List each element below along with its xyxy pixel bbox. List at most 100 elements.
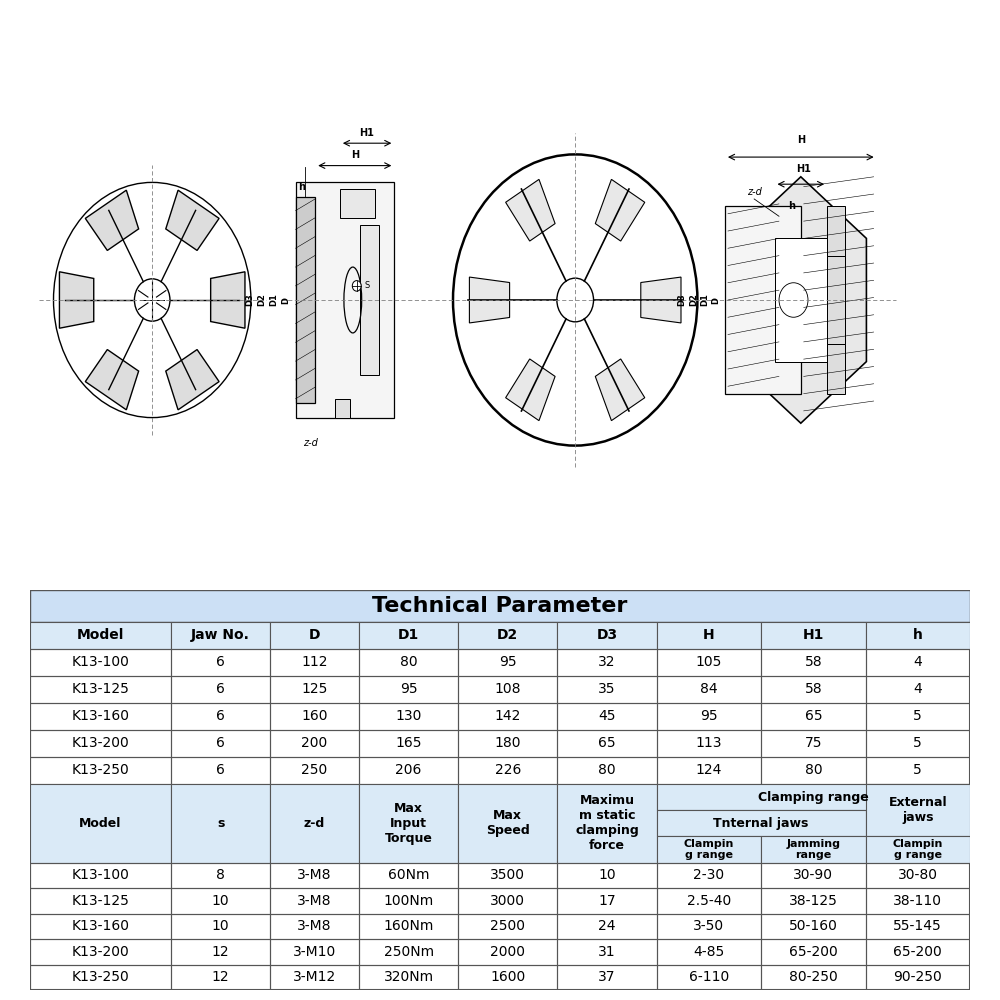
Bar (171, 863, 270, 888)
Text: 2.5-40: 2.5-40 (687, 894, 731, 908)
Bar (171, 888, 270, 914)
Text: z-d: z-d (303, 438, 318, 448)
Bar (359, 784, 458, 863)
Bar (557, 730, 657, 757)
Bar (458, 649, 557, 676)
Bar (827, 256, 845, 344)
Text: Technical Parameter: Technical Parameter (372, 596, 628, 616)
Text: K13-250: K13-250 (72, 763, 129, 777)
Text: K13-160: K13-160 (72, 919, 130, 933)
Text: 95: 95 (499, 655, 517, 669)
Text: Clampin
g range: Clampin g range (684, 839, 734, 860)
Bar (761, 730, 866, 757)
Bar (866, 622, 970, 649)
Text: 31: 31 (598, 945, 616, 959)
Text: K13-200: K13-200 (72, 945, 129, 959)
Bar (557, 863, 657, 888)
Text: 5: 5 (913, 736, 922, 750)
Text: 112: 112 (301, 655, 328, 669)
Bar (557, 784, 657, 863)
Polygon shape (166, 350, 219, 410)
Text: Jamming
range: Jamming range (786, 839, 840, 860)
Bar (761, 965, 866, 990)
Bar (30, 784, 171, 863)
Bar (557, 914, 657, 939)
Text: 12: 12 (212, 970, 229, 984)
Bar (866, 703, 970, 730)
Bar (270, 888, 359, 914)
Bar (270, 676, 359, 703)
Text: 90-250: 90-250 (893, 970, 942, 984)
Bar (458, 939, 557, 965)
Bar (657, 939, 761, 965)
Text: 160Nm: 160Nm (383, 919, 434, 933)
Bar (657, 676, 761, 703)
Text: 1600: 1600 (490, 970, 525, 984)
Text: H: H (797, 135, 805, 145)
Bar (827, 206, 845, 394)
Text: 160: 160 (301, 709, 328, 723)
Text: 32: 32 (598, 655, 616, 669)
Bar (866, 939, 970, 965)
Text: 3-M8: 3-M8 (297, 894, 332, 908)
Text: h: h (298, 182, 305, 192)
Text: 3-M12: 3-M12 (293, 970, 336, 984)
Bar (359, 914, 458, 939)
Bar (30, 757, 171, 784)
Text: 37: 37 (598, 970, 616, 984)
Text: 5: 5 (913, 709, 922, 723)
Text: 65: 65 (805, 709, 822, 723)
Bar (270, 703, 359, 730)
Text: 206: 206 (395, 763, 422, 777)
Text: D: D (309, 628, 320, 642)
Text: Model: Model (77, 628, 124, 642)
Text: 165: 165 (395, 736, 422, 750)
Bar (761, 757, 866, 784)
Bar (360, 225, 379, 375)
Bar (657, 914, 761, 939)
Bar (657, 810, 866, 836)
Text: 5: 5 (913, 763, 922, 777)
Bar (359, 676, 458, 703)
Text: 80: 80 (598, 763, 616, 777)
Bar (30, 863, 171, 888)
Text: 17: 17 (598, 894, 616, 908)
Bar (866, 757, 970, 784)
Text: h: h (789, 201, 796, 211)
Text: 6: 6 (216, 655, 225, 669)
Bar (761, 888, 866, 914)
Bar (171, 757, 270, 784)
Text: 226: 226 (495, 763, 521, 777)
Text: 125: 125 (301, 682, 328, 696)
Text: H1: H1 (359, 128, 374, 138)
Bar (866, 676, 970, 703)
Text: 80: 80 (805, 763, 822, 777)
Text: 65-200: 65-200 (789, 945, 838, 959)
Text: 250Nm: 250Nm (384, 945, 434, 959)
Text: K13-125: K13-125 (72, 894, 129, 908)
Bar (657, 784, 970, 810)
Text: 108: 108 (495, 682, 521, 696)
Bar (270, 784, 359, 863)
Bar (725, 206, 801, 394)
Bar (557, 703, 657, 730)
Text: Clamping range: Clamping range (758, 791, 869, 804)
Text: 250: 250 (301, 763, 328, 777)
Text: 3-M10: 3-M10 (293, 945, 336, 959)
Text: s: s (217, 817, 224, 830)
Text: 200: 200 (301, 736, 328, 750)
Bar (270, 939, 359, 965)
Text: 38-110: 38-110 (893, 894, 942, 908)
Text: 30-90: 30-90 (793, 868, 833, 882)
Bar (359, 703, 458, 730)
Bar (761, 939, 866, 965)
Text: 2500: 2500 (490, 919, 525, 933)
Bar (270, 914, 359, 939)
Bar (359, 730, 458, 757)
Polygon shape (211, 272, 245, 328)
Bar (657, 757, 761, 784)
Bar (30, 703, 171, 730)
Bar (30, 939, 171, 965)
Text: D: D (282, 296, 291, 304)
Text: 80: 80 (400, 655, 417, 669)
